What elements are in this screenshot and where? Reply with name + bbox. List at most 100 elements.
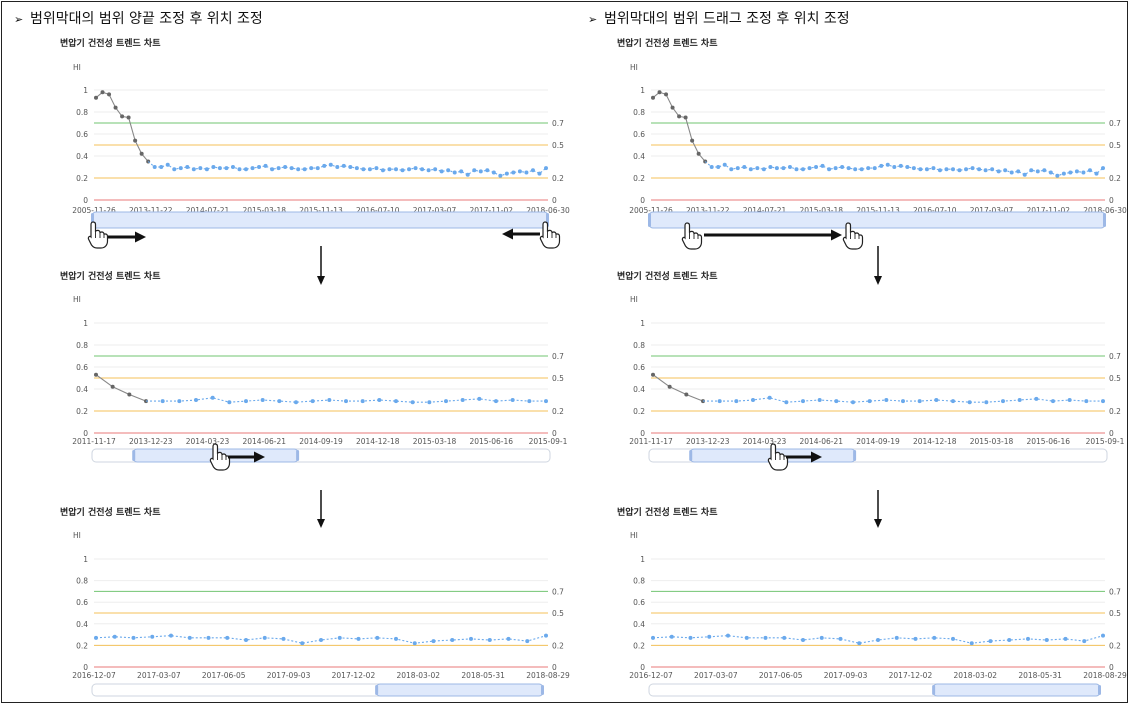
drag-arrow-right-3-head (811, 451, 822, 463)
data-point (688, 635, 693, 640)
data-point (433, 167, 438, 172)
data-point (315, 166, 320, 171)
slider-handle-right[interactable] (296, 450, 300, 461)
x-tick-label: 2016-12-07 (72, 671, 116, 680)
data-point (853, 167, 858, 172)
data-point (934, 398, 939, 402)
y-tick-label: 1 (640, 86, 645, 95)
data-point (139, 151, 144, 156)
threshold-label: 0.7 (1109, 119, 1121, 128)
drag-arrow-right-2-head (254, 451, 265, 463)
slider-handle-left[interactable] (648, 213, 651, 227)
slider-window[interactable] (375, 683, 544, 697)
y-tick-label: 1 (83, 86, 88, 95)
x-tick-label: 2014-12-18 (913, 437, 957, 446)
data-point (951, 167, 955, 172)
data-point (768, 165, 773, 169)
slider-handle-right[interactable] (1103, 213, 1106, 227)
x-tick-label: 2017-06-05 (202, 671, 246, 680)
data-point (211, 165, 216, 169)
y-tick-label: 0.4 (633, 152, 645, 161)
data-point (1101, 399, 1105, 404)
data-point (951, 636, 955, 641)
threshold-label: 0.7 (1109, 587, 1121, 596)
bullet-icon: ➢ (588, 13, 598, 26)
data-point (937, 168, 942, 173)
range-slider[interactable] (91, 683, 544, 697)
data-point (94, 95, 98, 100)
data-point (1094, 171, 1099, 176)
data-point (244, 167, 248, 172)
data-point (924, 167, 929, 172)
data-point (967, 400, 972, 405)
data-point (452, 170, 457, 175)
range-slider[interactable] (91, 448, 551, 463)
x-tick-label: 2014-12-18 (356, 437, 400, 446)
hand-cursor-icon (87, 221, 109, 249)
slider-handle-right[interactable] (1098, 685, 1101, 695)
data-point (527, 399, 532, 404)
range-slider[interactable] (91, 211, 549, 229)
x-tick-label: 2017-09-03 (267, 671, 311, 680)
hand-cursor-icon (539, 221, 561, 249)
slider-handle-left[interactable] (375, 685, 379, 695)
x-tick-label: 2017-09-03 (824, 671, 868, 680)
slider-window[interactable] (932, 683, 1101, 697)
data-point (244, 399, 248, 404)
data-point (191, 167, 196, 172)
data-point (187, 635, 192, 640)
data-point (755, 166, 760, 171)
data-point (834, 399, 839, 404)
threshold-label: 0.2 (552, 174, 564, 183)
data-point (294, 400, 298, 405)
data-point (427, 400, 432, 405)
slider-window[interactable] (648, 211, 1106, 229)
threshold-label: 0 (552, 663, 557, 672)
data-point (964, 167, 969, 172)
data-point (511, 170, 516, 175)
y-axis-label: HI (73, 295, 81, 304)
data-point (356, 636, 361, 641)
data-point (944, 167, 949, 172)
data-point (851, 400, 855, 405)
slider-handle-left[interactable] (689, 450, 693, 461)
data-point (100, 90, 105, 95)
slider-handle-left[interactable] (132, 450, 136, 461)
data-point (169, 633, 173, 638)
data-point (544, 166, 548, 171)
y-tick-label: 0.2 (633, 641, 645, 650)
data-point (1081, 170, 1086, 175)
slider-handle-right[interactable] (541, 685, 544, 695)
threshold-label: 0.2 (1109, 641, 1121, 650)
range-slider[interactable] (648, 448, 1108, 463)
slider-window[interactable] (91, 211, 549, 229)
data-point (838, 636, 843, 641)
data-point (400, 168, 405, 173)
data-point (283, 165, 288, 169)
data-point (361, 167, 366, 172)
data-point (744, 635, 749, 640)
y-tick-label: 0.4 (633, 385, 645, 394)
threshold-label: 0.5 (1109, 609, 1121, 618)
threshold-label: 0.5 (552, 374, 564, 383)
range-slider[interactable] (648, 211, 1106, 229)
y-tick-label: 0.8 (633, 577, 645, 586)
data-point (669, 634, 674, 639)
flow-arrow-down-2-head (317, 519, 325, 528)
data-point (742, 165, 747, 169)
x-tick-label: 2016-12-07 (629, 671, 673, 680)
data-point (1001, 399, 1005, 404)
x-tick-label: 2017-03-07 (413, 206, 457, 215)
x-tick-label: 2014-09-19 (299, 437, 343, 446)
threshold-label: 0.7 (552, 119, 564, 128)
range-slider[interactable] (648, 683, 1101, 697)
slider-handle-left[interactable] (932, 685, 936, 695)
flow-arrow-down-1-head (317, 276, 325, 285)
data-point (257, 165, 262, 169)
x-tick-label: 2011-11-17 (629, 437, 673, 446)
data-point (983, 168, 988, 173)
slider-handle-right[interactable] (853, 450, 857, 461)
data-point (690, 138, 695, 143)
data-point (296, 167, 301, 172)
